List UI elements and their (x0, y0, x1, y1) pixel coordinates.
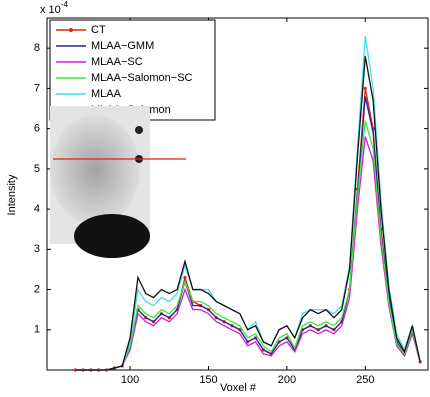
x-axis-label: Voxel # (220, 382, 257, 394)
inset-tissue (50, 115, 140, 225)
legend-label: MLAA (91, 88, 122, 100)
y-tick-label: 7 (34, 82, 40, 94)
y-tick-label: 1 (34, 324, 40, 336)
inset-spot (135, 126, 143, 134)
y-tick-label: 4 (34, 203, 40, 215)
series-marker (183, 276, 186, 279)
y-axis-label: Intensity (6, 174, 18, 215)
x-tick-label: 250 (356, 374, 374, 386)
legend-label: MLAA−SC (91, 56, 143, 68)
legend-marker (69, 28, 73, 32)
y-tick-label: 5 (34, 163, 40, 175)
legend-label: MLAA−Salomon−SC (91, 72, 193, 84)
y-multiplier: x 10-4 (40, 0, 68, 16)
inset-dark-region (74, 214, 150, 258)
y-tick-label: 3 (34, 243, 40, 255)
legend-label: CT (91, 24, 106, 36)
x-tick-label: 200 (278, 374, 296, 386)
chart: 1 2 3 4 5 6 7 8 100 150 200 250 CT MLAA−GMM MLAA−SC MLA… (0, 0, 430, 397)
y-tick-label: 2 (34, 283, 40, 295)
x-tick-label: 150 (199, 374, 217, 386)
y-tick-label: 6 (34, 123, 40, 135)
x-tick-label: 100 (121, 374, 139, 386)
series-marker (364, 87, 367, 90)
y-tick-label: 8 (34, 42, 40, 54)
legend-label: MLAA−GMM (91, 40, 154, 52)
